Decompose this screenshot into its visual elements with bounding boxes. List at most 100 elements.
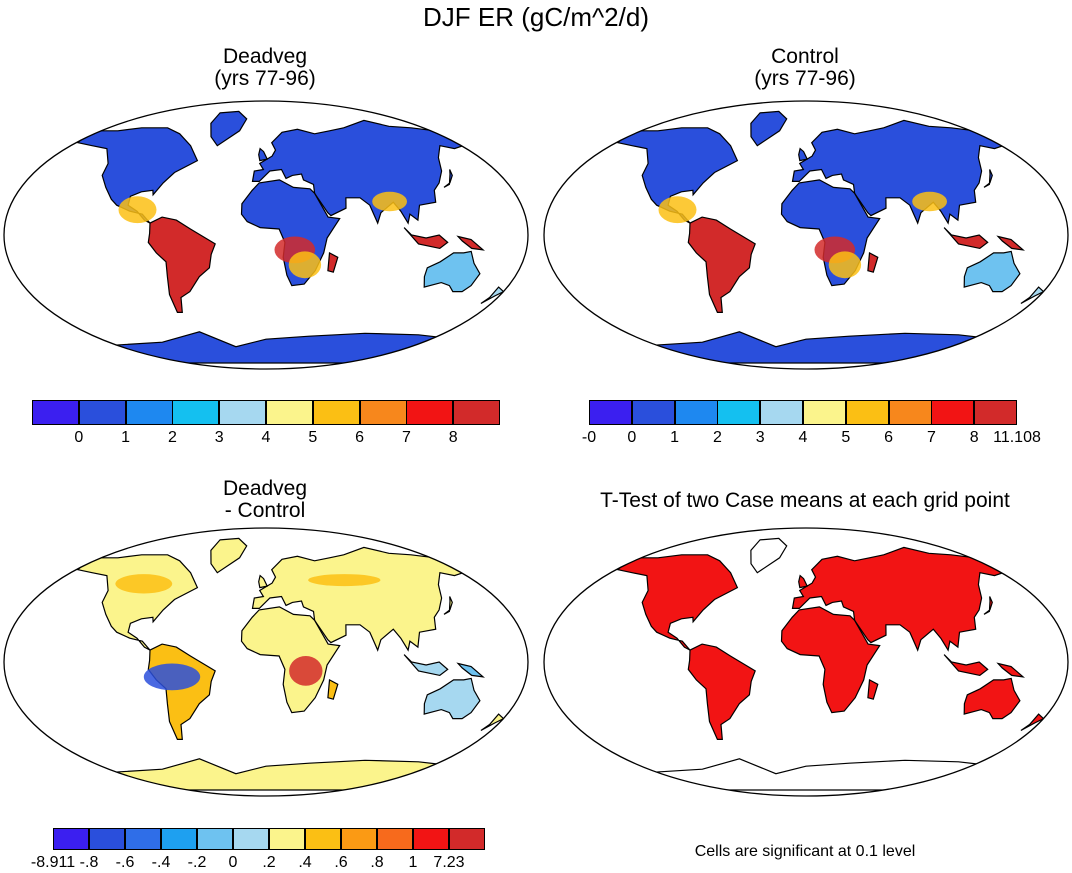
panel-title-diff-line1: Deadveg [222,477,308,500]
colorbar-tick-label: 6 [355,429,365,446]
colorbar-swatch [674,400,718,425]
colorbar-deadveg: 0 1 2 3 4 5 6 7 8 [32,400,501,448]
land-eurasia [791,119,1004,225]
land-antarctica [75,758,459,791]
colorbar-tick-label: 5 [841,429,851,446]
land-newguinea [996,235,1026,251]
panel-title-control: Control (yrs 77-96) [570,46,1040,90]
colorbar-tick-label: 7 [926,429,936,446]
colorbar-swatch [125,400,173,425]
land-newguinea [456,662,486,678]
land-nz [1020,286,1045,305]
land-madagascar [867,678,879,700]
land-namerica [76,554,199,651]
colorbar-swatch [341,828,377,850]
map-control [543,100,1069,370]
colorbar-swatch [161,828,197,850]
land-australia [423,250,481,293]
colorbar-tick-label: -.4 [151,854,171,871]
colorbar-swatch [305,828,341,850]
panel-title-deadveg-line1: Deadveg [222,45,308,68]
colorbar-swatch [413,828,449,850]
colorbar-tick-label: 1 [670,429,680,446]
land-indonesia [943,654,989,677]
land-japan [443,596,453,615]
colorbar-swatch [589,400,632,425]
colorbar-swatch [453,400,501,425]
land-greenland [210,110,248,147]
land-greenland [210,537,248,574]
land-japan [983,169,993,188]
colorbar-swatch [717,400,761,425]
land-japan [983,596,993,615]
colorbar-swatch [845,400,889,425]
colorbar-swatch [312,400,360,425]
colorbar-tick-label: 0 [228,854,238,871]
panel-title-ttest: T-Test of two Case means at each grid po… [540,490,1070,512]
land-nz [480,713,505,732]
colorbar-tick-label: .2 [262,854,276,871]
colorbar-tick-label: 4 [261,429,271,446]
panel-title-control-line1: Control [771,45,839,68]
colorbar-tick-label: 3 [755,429,765,446]
colorbar-swatch [631,400,675,425]
colorbar-tick-label: -.8 [79,854,99,871]
colorbar-swatch [931,400,975,425]
field-region [143,663,201,691]
land-newguinea [996,662,1026,678]
land-greenland [750,537,788,574]
field-region [308,574,381,587]
colorbar-swatch [377,828,413,850]
colorbar-tick-label: 2 [712,429,722,446]
colorbar-tick-label: 0 [627,429,637,446]
land-eurasia [791,546,1004,652]
land-antarctica [615,331,999,364]
map-diff [3,527,529,797]
field-region [912,191,947,212]
land-uk [798,147,809,162]
panel-title-deadveg-line2: (yrs 77-96) [214,67,316,90]
map-border [543,100,1069,370]
land-samerica [687,643,756,740]
land-indonesia [403,227,449,250]
field-region [828,251,862,279]
land-samerica [147,643,216,740]
colorbar-tick-label: 2 [167,429,177,446]
field-region [289,656,323,686]
land-eurasia [251,546,464,652]
colorbar-tick-label: -.2 [187,854,207,871]
land-samerica [687,216,756,313]
colorbar-tick-label: -.6 [115,854,135,871]
land-indonesia [943,227,989,250]
colorbar-swatch [89,828,125,850]
colorbar-tick-label: 8 [448,429,458,446]
colorbar-tick-label: 7.23 [433,854,465,871]
land-antarctica [615,758,999,791]
colorbar-swatch [125,828,161,850]
colorbar-swatch [760,400,804,425]
land-madagascar [867,251,879,273]
colorbar-tick-label: 5 [308,429,318,446]
field-region [118,196,157,224]
field-region [372,191,407,212]
panel-title-deadveg: Deadveg (yrs 77-96) [30,46,500,90]
land-samerica [147,216,216,313]
colorbar-swatch [803,400,846,425]
map-border [3,527,529,797]
panel-title-diff: Deadveg - Control [30,478,500,522]
colorbar-tick-label: .4 [298,854,312,871]
land-nz [1020,713,1045,732]
land-namerica [616,554,739,651]
colorbar-tick-label: 1 [408,854,418,871]
land-africa [240,606,341,714]
field-region [288,251,322,279]
land-uk [258,147,269,162]
land-nz [480,286,505,305]
panel-title-control-line2: (yrs 77-96) [754,67,856,90]
land-australia [963,677,1021,720]
colorbar-swatch [53,828,89,850]
colorbar-tick-label: 11.108 [993,429,1041,446]
land-antarctica [75,331,459,364]
colorbar-swatch [172,400,220,425]
land-madagascar [327,251,339,273]
